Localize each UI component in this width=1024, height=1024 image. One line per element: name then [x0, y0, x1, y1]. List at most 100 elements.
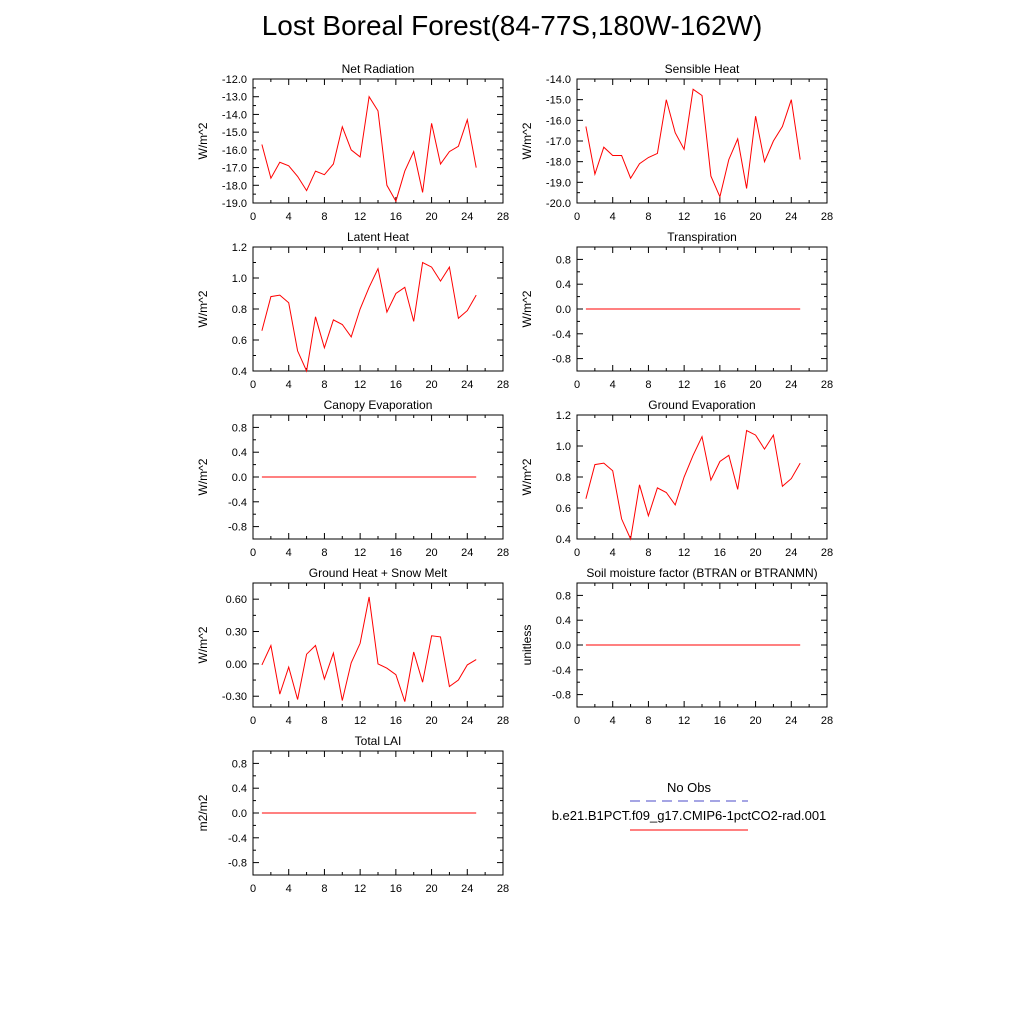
y-tick-label: -0.30	[222, 691, 247, 703]
y-axis-label: W/m^2	[196, 290, 210, 327]
panels: 0 4 8 12 16 20 24 28 -19.0 -18.0 -17.0 -16.0 -15.0 -1…	[196, 62, 833, 895]
x-tick-label: 28	[821, 211, 833, 223]
x-tick-label: 12	[354, 211, 366, 223]
x-tick-label: 0	[574, 211, 580, 223]
series-line	[261, 261, 477, 373]
x-tick-label: 16	[390, 547, 402, 559]
x-tick-label: 16	[714, 211, 726, 223]
y-tick-label: 0.8	[556, 254, 571, 266]
y-tick-label: 0.4	[556, 279, 571, 291]
x-tick-label: 12	[678, 379, 690, 391]
legend-label-model: b.e21.B1PCT.f09_g17.CMIP6-1pctCO2-rad.00…	[552, 808, 827, 823]
y-tick-label: 0.8	[556, 472, 571, 484]
y-tick-label: -0.4	[552, 665, 571, 677]
y-tick-label: -0.8	[228, 522, 247, 534]
y-tick-label: 0.4	[232, 366, 247, 378]
plot-frame	[576, 414, 828, 540]
x-tick-label: 28	[497, 547, 509, 559]
x-tick-label: 16	[714, 547, 726, 559]
x-tick-label: 12	[354, 547, 366, 559]
x-tick-label: 4	[286, 715, 292, 727]
chart-title: Sensible Heat	[665, 62, 740, 76]
y-tick-label: -0.8	[552, 354, 571, 366]
y-tick-label: 0.0	[232, 808, 247, 820]
x-tick-label: 28	[497, 883, 509, 895]
chart-title: Total LAI	[355, 734, 402, 748]
x-tick-label: 8	[645, 715, 651, 727]
x-tick-label: 4	[610, 715, 616, 727]
chart-title: Transpiration	[667, 230, 737, 244]
x-tick-label: 4	[286, 883, 292, 895]
x-tick-label: 24	[785, 715, 797, 727]
x-tick-label: 20	[425, 883, 437, 895]
y-tick-label: -19.0	[222, 198, 247, 210]
y-tick-label: 0.8	[232, 758, 247, 770]
x-tick-label: 0	[250, 715, 256, 727]
legend-label-obs: No Obs	[667, 780, 712, 795]
x-tick-label: 16	[390, 379, 402, 391]
y-tick-label: 0.6	[556, 503, 571, 515]
x-tick-label: 24	[461, 883, 473, 895]
x-tick-label: 0	[574, 715, 580, 727]
legend: No Obs b.e21.B1PCT.f09_g17.CMIP6-1pctCO2…	[552, 780, 827, 831]
chart-title: Latent Heat	[347, 230, 410, 244]
x-tick-label: 4	[286, 547, 292, 559]
x-tick-label: 12	[354, 379, 366, 391]
y-tick-label: -18.0	[546, 157, 571, 169]
y-tick-label: -14.0	[546, 74, 571, 86]
plot-frame	[252, 582, 504, 708]
y-tick-label: 0.00	[226, 659, 247, 671]
series-line	[585, 88, 801, 199]
x-tick-label: 20	[425, 211, 437, 223]
x-tick-label: 0	[574, 379, 580, 391]
chart-title: Ground Heat + Snow Melt	[309, 566, 448, 580]
chart-ground-evaporation: 0 4 8 12 16 20 24 28 0.4 0.6 0.8 1.0 1.2 Ground Evapo…	[520, 398, 833, 559]
y-tick-label: 0.0	[232, 472, 247, 484]
x-tick-label: 28	[497, 379, 509, 391]
x-tick-label: 8	[645, 547, 651, 559]
y-tick-label: -18.0	[222, 180, 247, 192]
x-tick-label: 8	[321, 547, 327, 559]
y-tick-label: 0.6	[232, 335, 247, 347]
y-tick-label: -17.0	[222, 163, 247, 175]
y-axis-label: W/m^2	[520, 290, 534, 327]
x-tick-label: 24	[461, 211, 473, 223]
y-tick-label: 0.30	[226, 627, 247, 639]
chart-transpiration: 0 4 8 12 16 20 24 28 -0.8 -0.4 0.0 0.4 0.8 Transpirat…	[520, 230, 833, 391]
chart-title: Ground Evaporation	[648, 398, 755, 412]
x-tick-label: 12	[354, 883, 366, 895]
x-tick-label: 20	[425, 547, 437, 559]
x-tick-label: 20	[425, 715, 437, 727]
chart-title: Canopy Evaporation	[324, 398, 433, 412]
x-tick-label: 4	[286, 211, 292, 223]
y-tick-label: 1.2	[556, 410, 571, 422]
x-tick-label: 24	[785, 547, 797, 559]
x-tick-label: 12	[678, 211, 690, 223]
x-tick-label: 24	[785, 379, 797, 391]
chart-latent-heat: 0 4 8 12 16 20 24 28 0.4 0.6 0.8 1.0 1.2 Latent Heat W…	[196, 230, 509, 391]
y-axis-label: W/m^2	[196, 626, 210, 663]
y-tick-label: -0.8	[552, 690, 571, 702]
chart-title: Soil moisture factor (BTRAN or BTRANMN)	[586, 566, 817, 580]
x-tick-label: 16	[714, 379, 726, 391]
x-tick-label: 0	[250, 211, 256, 223]
x-tick-label: 0	[250, 379, 256, 391]
y-axis-label: W/m^2	[520, 458, 534, 495]
x-tick-label: 4	[610, 547, 616, 559]
x-tick-label: 8	[645, 379, 651, 391]
x-tick-label: 12	[354, 715, 366, 727]
x-tick-label: 28	[497, 715, 509, 727]
x-tick-label: 8	[321, 211, 327, 223]
x-tick-label: 24	[461, 379, 473, 391]
y-tick-label: 0.8	[232, 422, 247, 434]
y-tick-label: -16.0	[546, 115, 571, 127]
x-tick-label: 12	[678, 547, 690, 559]
y-tick-label: -15.0	[222, 127, 247, 139]
y-axis-label: W/m^2	[196, 458, 210, 495]
y-tick-label: 0.8	[556, 590, 571, 602]
y-tick-label: 0.0	[556, 640, 571, 652]
y-tick-label: -12.0	[222, 74, 247, 86]
y-axis-label: unitless	[520, 625, 534, 666]
y-tick-label: 0.8	[232, 304, 247, 316]
x-tick-label: 28	[821, 715, 833, 727]
